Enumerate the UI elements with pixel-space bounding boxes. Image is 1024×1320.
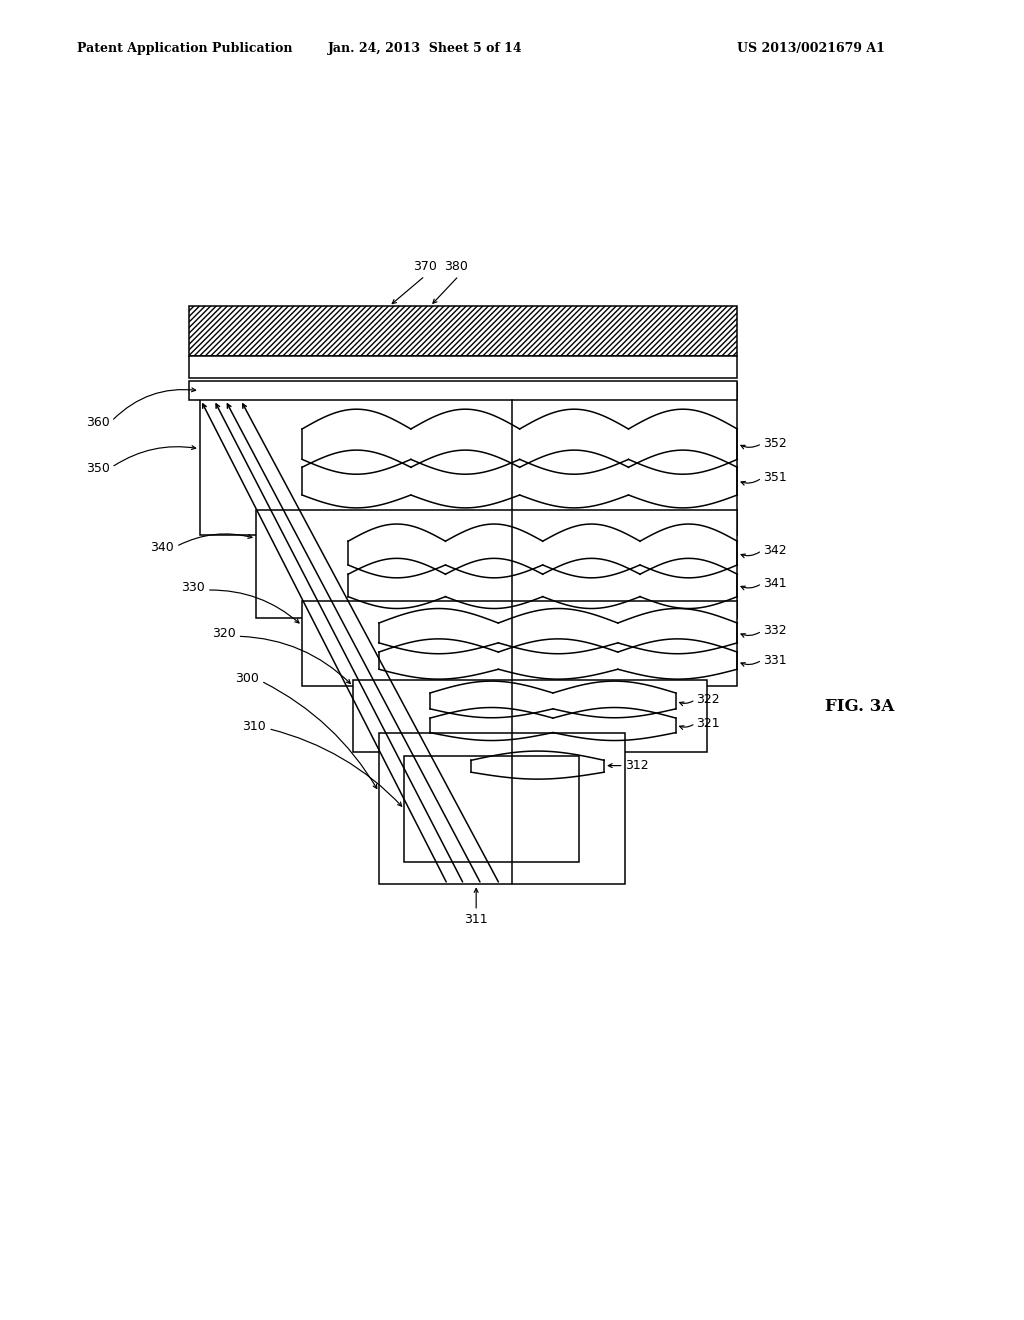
Bar bbox=[353, 680, 707, 752]
Text: Jan. 24, 2013  Sheet 5 of 14: Jan. 24, 2013 Sheet 5 of 14 bbox=[328, 42, 522, 55]
Text: FIG. 3A: FIG. 3A bbox=[825, 698, 895, 714]
Text: Patent Application Publication: Patent Application Publication bbox=[77, 42, 292, 55]
Bar bbox=[189, 381, 737, 400]
Text: 322: 322 bbox=[696, 693, 720, 706]
Bar bbox=[404, 756, 579, 862]
Text: 312: 312 bbox=[625, 759, 648, 772]
Text: 300: 300 bbox=[236, 672, 259, 685]
Text: 370: 370 bbox=[413, 260, 437, 273]
Text: 332: 332 bbox=[763, 624, 786, 638]
Bar bbox=[302, 601, 737, 686]
Text: 360: 360 bbox=[86, 416, 110, 429]
Text: 340: 340 bbox=[151, 541, 174, 554]
Bar bbox=[189, 306, 737, 356]
Text: 341: 341 bbox=[763, 577, 786, 590]
Text: 330: 330 bbox=[181, 581, 205, 594]
Text: 342: 342 bbox=[763, 544, 786, 557]
Text: 351: 351 bbox=[763, 471, 786, 484]
Text: 320: 320 bbox=[212, 627, 236, 640]
Text: 352: 352 bbox=[763, 437, 786, 450]
Bar bbox=[379, 733, 625, 884]
Text: 321: 321 bbox=[696, 717, 720, 730]
Text: 311: 311 bbox=[464, 913, 488, 927]
Text: 331: 331 bbox=[763, 653, 786, 667]
Bar bbox=[189, 356, 737, 378]
Text: 350: 350 bbox=[86, 462, 110, 475]
Text: 380: 380 bbox=[443, 260, 468, 273]
Text: US 2013/0021679 A1: US 2013/0021679 A1 bbox=[737, 42, 885, 55]
Bar bbox=[200, 383, 737, 535]
Bar bbox=[256, 510, 737, 618]
Text: 310: 310 bbox=[243, 719, 266, 733]
